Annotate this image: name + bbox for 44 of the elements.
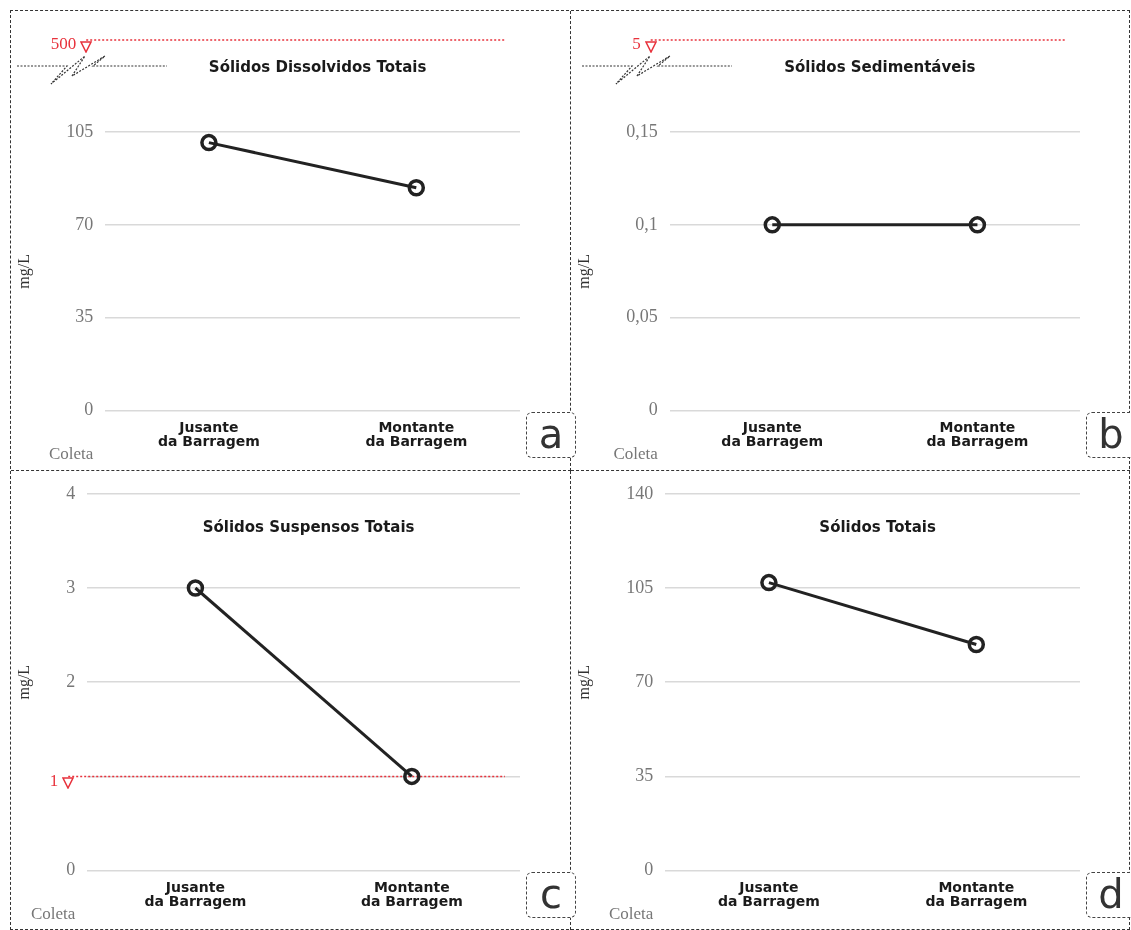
- text: 500: [50, 34, 77, 54]
- y-tick-label: 0,15: [626, 120, 658, 141]
- text: d: [1086, 870, 1131, 918]
- x-tick-label: Montante da Barragem: [926, 418, 1029, 450]
- x-axis-title: Coleta: [609, 903, 654, 923]
- y-tick-label: 2: [66, 670, 76, 691]
- y-axis-title: mg/L: [574, 664, 593, 700]
- y-tick-label: 0: [644, 859, 654, 880]
- y-tick-label: 0: [84, 399, 94, 420]
- x-tick-label: Jusante da Barragem: [721, 418, 824, 450]
- chart-title: Sólidos Dissolvidos Totais: [208, 57, 427, 76]
- x-tick-label: Montante da Barragem: [925, 878, 1028, 910]
- y-tick-label: 70: [635, 670, 654, 691]
- text: b: [1086, 410, 1131, 458]
- y-tick-label: 105: [626, 576, 654, 597]
- y-tick-label: 0: [66, 859, 76, 880]
- y-tick-label: 3: [66, 576, 76, 597]
- y-tick-label: 35: [635, 765, 654, 786]
- x-tick-label: Montante da Barragem: [365, 418, 468, 450]
- x-tick-label: Jusante da Barragem: [144, 878, 247, 910]
- y-tick-label: 105: [66, 120, 94, 141]
- y-tick-label: 35: [75, 306, 94, 327]
- x-tick-label: Montante da Barragem: [360, 878, 463, 910]
- text: c: [526, 870, 576, 918]
- y-tick-label: 0,1: [635, 213, 658, 234]
- x-axis-title: Coleta: [31, 903, 76, 923]
- text: a: [526, 410, 576, 458]
- y-axis-title: mg/L: [574, 253, 593, 289]
- ref-line-label: 1: [49, 770, 59, 790]
- y-tick-label: 0,05: [626, 306, 658, 327]
- y-axis-title: mg/L: [14, 664, 33, 700]
- text: 5: [632, 34, 641, 54]
- x-tick-label: Jusante da Barragem: [717, 878, 820, 910]
- x-tick-label: Jusante da Barragem: [157, 418, 260, 450]
- x-axis-title: Coleta: [613, 443, 659, 463]
- chart-title: Sólidos Sedimentáveis: [784, 57, 976, 76]
- y-tick-label: 70: [75, 213, 94, 234]
- y-tick-label: 140: [626, 482, 654, 503]
- y-tick-label: 0: [648, 399, 658, 420]
- y-axis-title: mg/L: [14, 253, 33, 289]
- text: Sólidos Totais: [819, 517, 936, 536]
- y-tick-label: 4: [66, 482, 76, 503]
- x-axis-title: Coleta: [49, 443, 94, 463]
- text: Sólidos Suspensos Totais: [202, 517, 415, 536]
